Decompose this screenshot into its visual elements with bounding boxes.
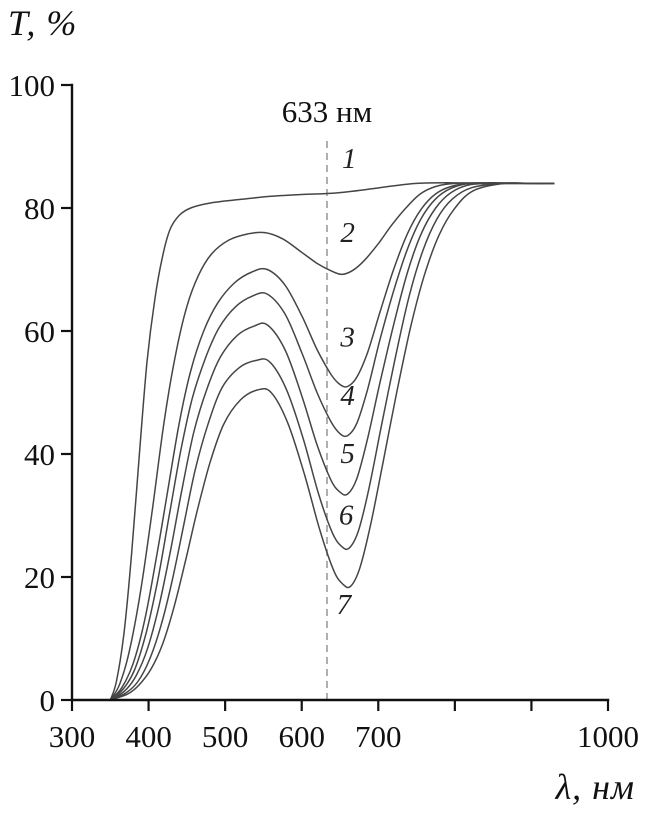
curve-label-2: 2	[340, 217, 355, 249]
curve-7	[110, 182, 555, 701]
x-tick-label: 400	[125, 719, 172, 754]
curve-label-1: 1	[342, 143, 357, 175]
y-tick-label: 100	[9, 68, 56, 103]
x-tick-label: 1000	[577, 719, 639, 754]
y-tick-label: 40	[24, 437, 55, 472]
annotation-633nm: 633 нм	[282, 94, 372, 129]
y-tick-label: 0	[40, 683, 56, 718]
y-axis-title: T, %	[8, 3, 78, 43]
curve-3	[109, 182, 555, 701]
curve-label-6: 6	[339, 500, 354, 532]
x-tick-label: 300	[49, 719, 96, 754]
y-tick-label: 80	[24, 191, 55, 226]
x-tick-label: 500	[202, 719, 249, 754]
curve-2	[109, 182, 555, 701]
curve-label-7: 7	[337, 589, 353, 621]
curve-6	[109, 182, 555, 701]
curve-4	[109, 182, 555, 701]
curve-5	[109, 182, 555, 701]
curve-label-3: 3	[339, 321, 355, 353]
curve-1	[109, 182, 555, 701]
x-tick-label: 600	[278, 719, 325, 754]
curve-label-4: 4	[340, 380, 355, 412]
y-tick-label: 60	[24, 314, 55, 349]
x-axis-title: λ, нм	[555, 767, 635, 807]
x-tick-label: 700	[355, 719, 402, 754]
y-tick-label: 20	[24, 560, 55, 595]
curve-label-5: 5	[340, 438, 355, 470]
